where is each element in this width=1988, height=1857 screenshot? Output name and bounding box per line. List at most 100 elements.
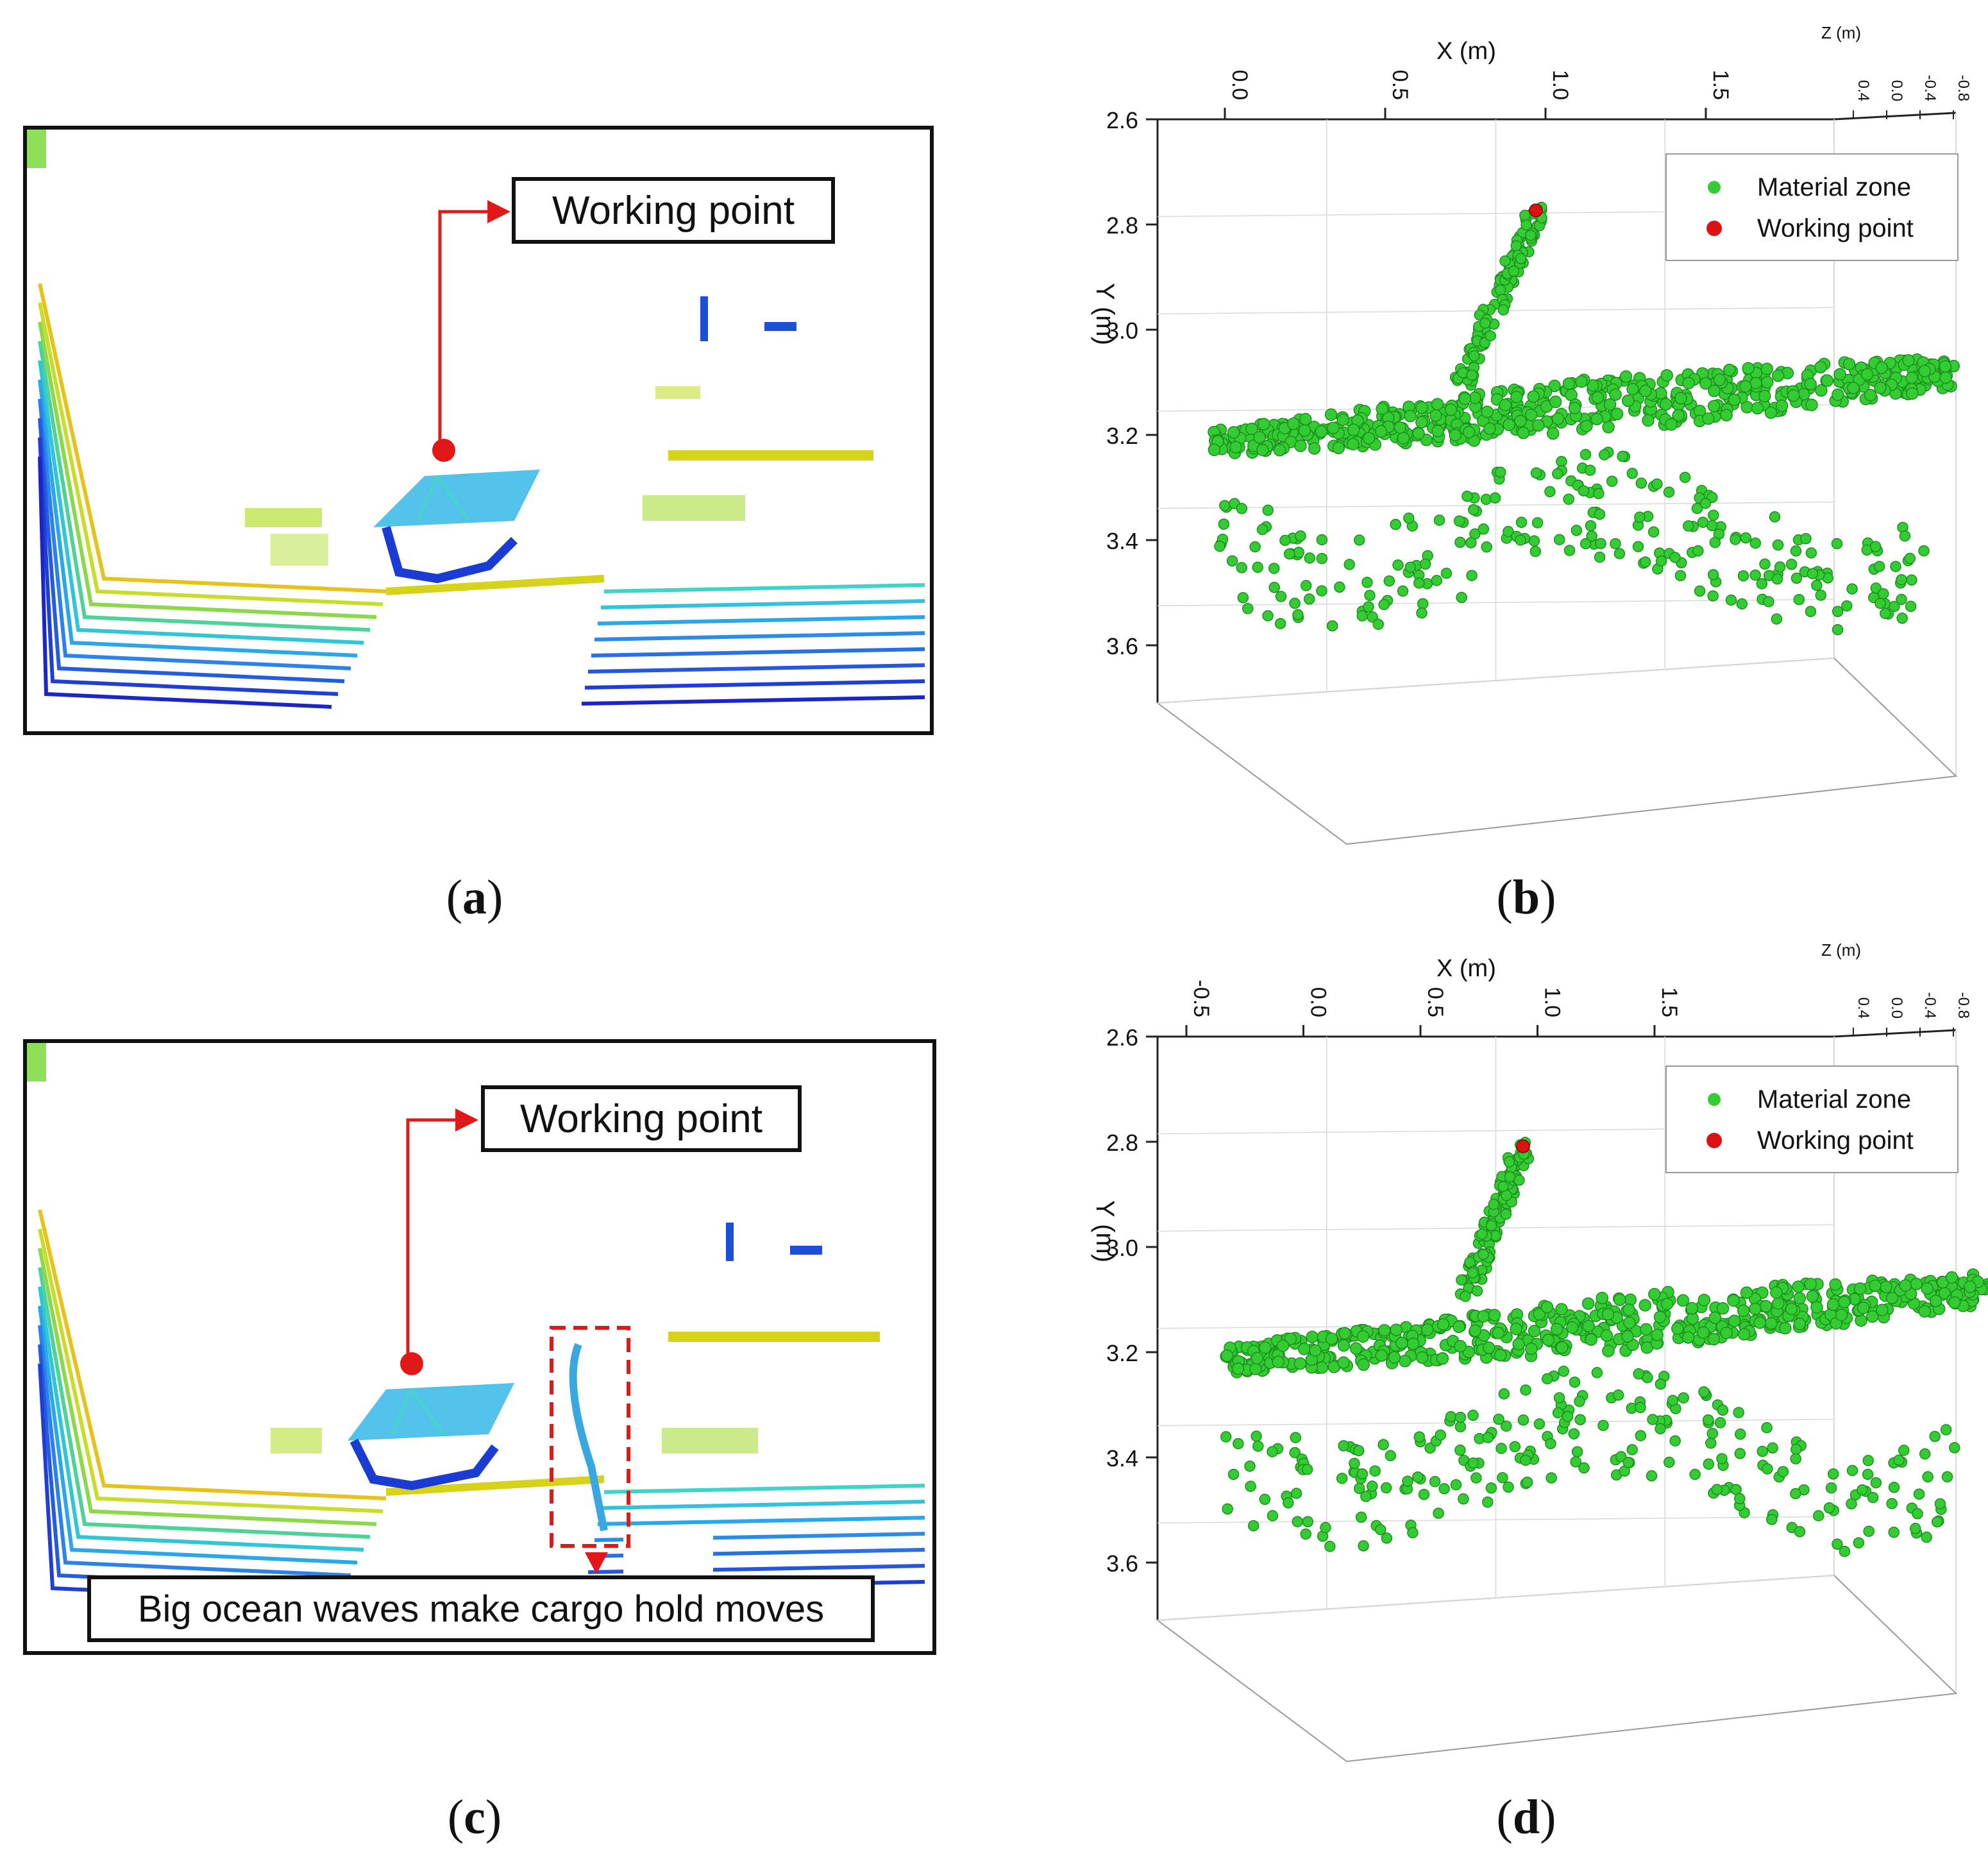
material-zone-point — [1347, 423, 1360, 436]
material-zone-point — [1708, 509, 1719, 521]
material-zone-point — [1404, 561, 1416, 573]
material-zone-point — [1912, 1508, 1923, 1520]
material-zone-point — [1406, 1337, 1420, 1350]
material-zone-point — [1602, 421, 1615, 434]
material-zone-point — [1779, 1321, 1792, 1335]
material-zone-point — [1467, 1267, 1479, 1279]
callout-arrow-a — [438, 200, 510, 443]
material-zone-point — [1876, 1303, 1889, 1317]
blue-marker-points-a — [700, 296, 796, 341]
floor-back-line — [1157, 1575, 1835, 1621]
material-zone-point — [1568, 402, 1581, 414]
material-zone-point — [1603, 398, 1617, 411]
material-zone-point — [1857, 1302, 1870, 1314]
material-zone-point — [1245, 422, 1258, 436]
material-zone-point — [1316, 552, 1328, 564]
material-zone-point — [1575, 375, 1588, 388]
material-zone-point — [1320, 1522, 1331, 1534]
material-zone-point — [1694, 585, 1706, 597]
material-zone-point — [1510, 240, 1522, 251]
material-zone-point — [1326, 620, 1338, 632]
material-zone-point — [1770, 1286, 1783, 1299]
material-zone-point — [1308, 442, 1321, 455]
material-zone-point — [1562, 377, 1576, 390]
point-cloud-a — [27, 130, 925, 709]
material-zone-point — [1316, 585, 1327, 597]
material-zone-point — [1413, 1431, 1426, 1443]
material-zone-point — [1737, 1304, 1750, 1318]
material-zone-point — [1485, 1219, 1497, 1232]
material-zone-point — [1934, 1498, 1946, 1510]
material-zone-point — [1259, 1341, 1272, 1354]
material-zone-point — [1756, 1445, 1769, 1457]
working-point-marker — [1529, 203, 1543, 217]
grid-line — [1157, 307, 1835, 315]
material-zone-point — [1431, 398, 1444, 411]
material-zone-point — [1735, 1429, 1746, 1440]
material-zone-point — [1429, 409, 1442, 422]
material-zone-point — [1395, 1336, 1408, 1350]
material-zone-point — [1674, 392, 1687, 405]
material-zone-point — [1638, 1299, 1651, 1312]
material-zone-point — [1785, 1302, 1798, 1316]
material-zone-point — [1736, 598, 1748, 610]
legend: Material zone Working point — [1665, 1065, 1959, 1173]
material-zone-point — [1431, 575, 1443, 586]
material-zone-point — [1252, 1440, 1264, 1452]
material-zone-point — [1753, 1316, 1767, 1329]
material-zone-point — [1655, 555, 1667, 567]
material-zone-point — [1601, 1307, 1615, 1321]
material-zone-point — [1811, 579, 1823, 591]
material-zone-point — [1424, 1442, 1436, 1454]
material-zone-point — [1495, 1443, 1507, 1454]
panel-c: Working point Big ocean waves make cargo… — [0, 917, 962, 1857]
material-zone-point — [1898, 1445, 1910, 1456]
material-zone-point — [1756, 578, 1768, 589]
material-zone-point — [1579, 538, 1592, 550]
material-zone-point — [1610, 538, 1621, 550]
z-axis-label: Z (m) — [1821, 940, 1861, 960]
material-zone-point — [1306, 1330, 1319, 1343]
material-zone-point — [1227, 1468, 1240, 1480]
material-zone-point — [1294, 439, 1307, 452]
material-zone-point — [1418, 1489, 1430, 1500]
legend-marker-material — [1708, 1093, 1721, 1106]
material-zone-point — [1364, 589, 1376, 601]
material-zone-point — [1793, 1292, 1807, 1305]
material-zone-point — [1553, 1392, 1565, 1403]
working-point-series — [1529, 203, 1543, 217]
material-zone-point — [1772, 369, 1785, 382]
material-zone-point — [1454, 1411, 1467, 1423]
material-zone-point — [1766, 1514, 1778, 1525]
material-zone-point — [1417, 598, 1429, 609]
material-zone-point — [1268, 563, 1280, 574]
material-zone-point — [1619, 370, 1633, 383]
material-zone-point — [1552, 1407, 1564, 1419]
material-zone-point — [1846, 1498, 1857, 1510]
panel-d: 2.6 2.8 3.0 3.2 3.4 3.6 Y (m) -0.5 0.0 0.5 1.0 1.5 X… — [1026, 917, 1988, 1857]
material-zone-point — [1615, 1451, 1627, 1463]
material-zone-point — [1749, 569, 1761, 581]
material-zone-point — [1497, 304, 1510, 316]
material-zone-point — [1634, 511, 1646, 523]
material-zone-point — [1902, 354, 1915, 367]
legend: Material zone Working point — [1665, 153, 1959, 261]
material-zone-point — [1549, 395, 1562, 409]
material-zone-point — [1431, 425, 1444, 437]
working-point-marker-a — [432, 439, 455, 462]
y-tick-label: 2.6 — [1106, 1024, 1138, 1051]
material-zone-point — [1921, 1282, 1933, 1295]
material-zone-point — [1488, 1198, 1499, 1210]
material-zone-point — [1231, 1362, 1245, 1375]
material-zone-point — [1823, 1502, 1835, 1514]
material-zone-point — [1764, 406, 1778, 419]
material-zone-points — [1208, 201, 1960, 636]
material-zone-point — [1826, 1298, 1840, 1311]
material-zone-point — [1415, 401, 1428, 414]
material-zone-point — [1525, 229, 1537, 241]
material-zone-point — [1403, 513, 1415, 524]
material-zone-point — [1674, 570, 1687, 582]
material-zone-point — [1730, 534, 1741, 545]
material-zone-point — [1546, 1472, 1557, 1484]
material-zone-point — [1660, 369, 1673, 382]
